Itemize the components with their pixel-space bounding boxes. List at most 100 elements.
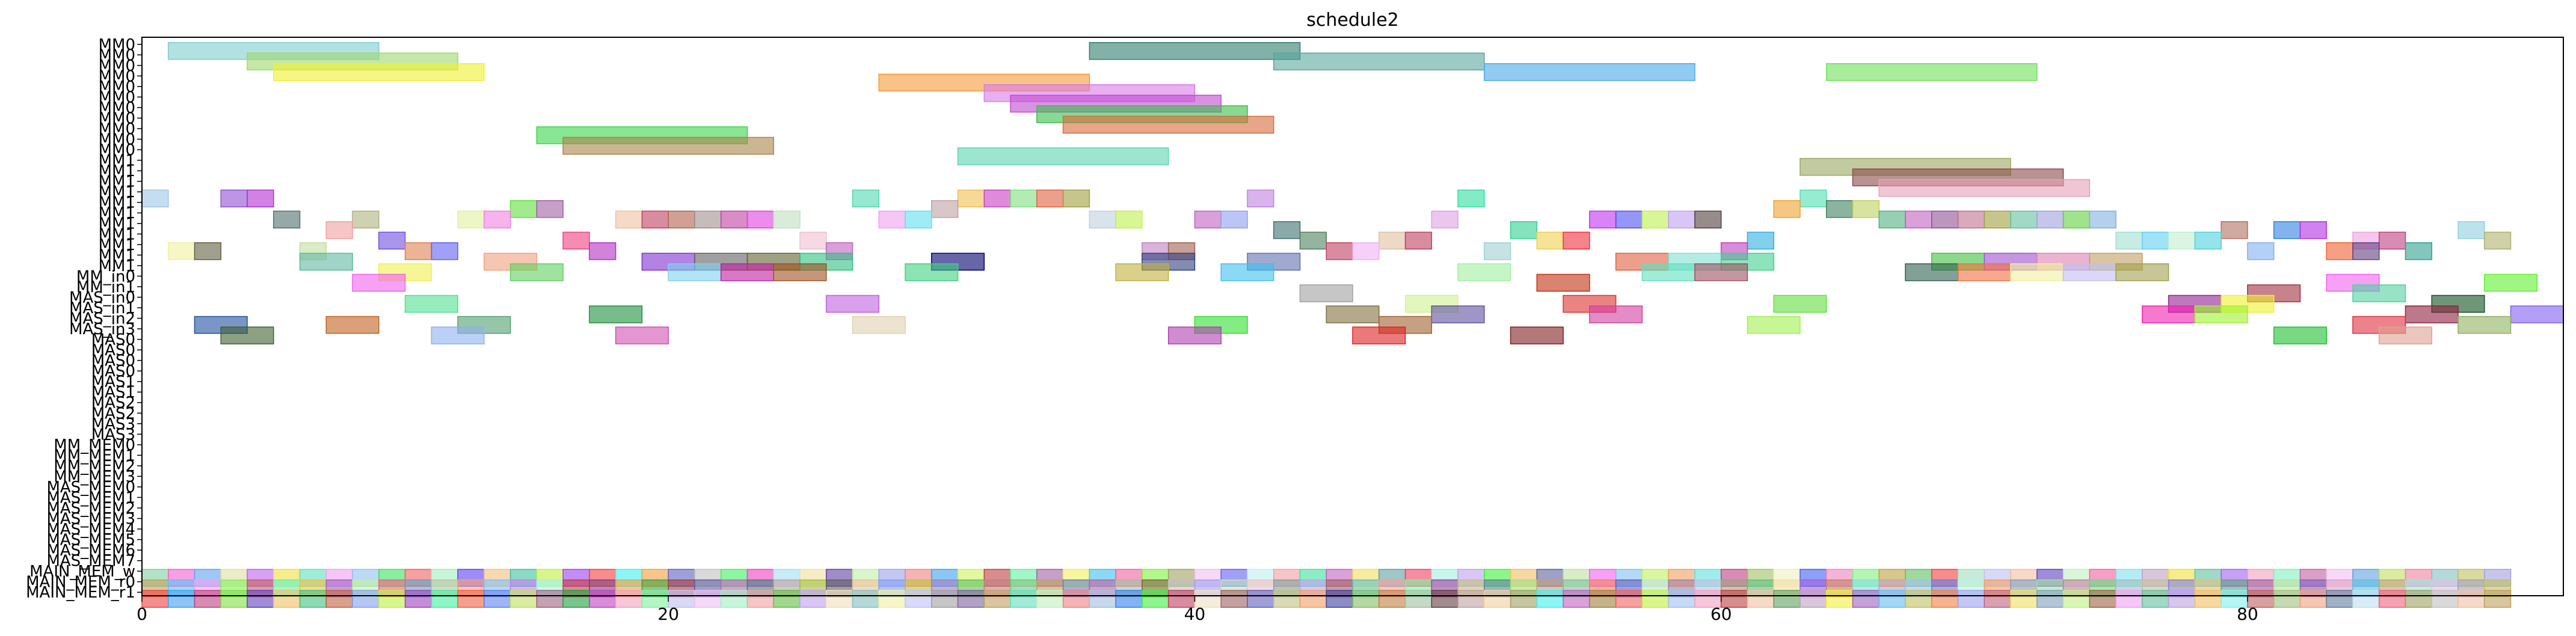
task-bar	[1352, 326, 1406, 344]
task-bar	[2115, 263, 2169, 281]
task-bar	[2194, 305, 2248, 323]
y-tick-label: MM0	[99, 57, 135, 75]
y-tick-label: MAS1	[91, 373, 135, 391]
task-bar	[957, 590, 985, 608]
task-bar	[299, 590, 327, 608]
task-bar	[352, 590, 380, 608]
task-bar	[378, 231, 406, 250]
task-bar	[1273, 52, 1485, 71]
task-bar	[2062, 210, 2091, 229]
task-bar	[2458, 590, 2485, 608]
task-bar	[1878, 210, 1906, 229]
task-bar	[1167, 590, 1196, 608]
task-bars	[141, 42, 2564, 608]
task-bar	[220, 326, 274, 344]
task-bar	[2352, 590, 2380, 608]
task-bar	[1142, 590, 1169, 608]
task-bar	[1641, 263, 1695, 281]
task-bar	[1825, 200, 1854, 218]
task-bar	[1589, 305, 1643, 323]
task-bar	[2168, 231, 2196, 250]
y-tick-label: MAS_in0	[69, 289, 135, 307]
y-tick-label: MAS_MEM2	[46, 500, 135, 518]
x-tick-label: 80	[2237, 604, 2258, 624]
task-bar	[273, 63, 485, 81]
task-bar	[668, 210, 695, 229]
y-tick-label: MAS3	[91, 415, 135, 433]
task-bar	[1878, 590, 1906, 608]
task-bar	[1773, 295, 1827, 313]
task-bar	[1089, 210, 1116, 229]
task-bar	[325, 316, 380, 334]
task-bar	[2405, 305, 2459, 323]
task-bar	[746, 210, 775, 229]
x-tick-label: 60	[1711, 604, 1732, 624]
task-bar	[1484, 242, 1511, 260]
task-bar	[2194, 590, 2222, 608]
task-bar	[1379, 231, 1406, 250]
task-bar	[1510, 326, 1564, 344]
y-tick-label: MM0	[99, 131, 135, 149]
task-bar	[194, 242, 222, 260]
task-bar	[1404, 231, 1433, 250]
y-tick-label: MAIN_MEM_r0	[26, 573, 135, 592]
task-bar	[247, 590, 274, 608]
task-bar	[2194, 231, 2222, 250]
y-tick-label: MAS0	[91, 331, 135, 349]
task-bar	[852, 189, 880, 207]
task-bar	[325, 590, 353, 608]
task-bar	[878, 210, 906, 229]
task-bar	[1326, 305, 1380, 323]
task-bar	[1536, 274, 1590, 292]
y-tick-label: MAS3	[91, 426, 135, 444]
y-tick-label: MM0	[99, 109, 135, 127]
task-bar	[799, 590, 827, 608]
task-bar	[1352, 590, 1380, 608]
task-bar	[2299, 590, 2327, 608]
task-bar	[1589, 590, 1617, 608]
task-bar	[1905, 263, 1959, 281]
y-tick-label: MM0	[99, 88, 135, 106]
task-bar	[1694, 590, 1722, 608]
task-bar	[1167, 326, 1222, 344]
task-bar	[378, 590, 406, 608]
task-bar	[589, 242, 616, 260]
task-bar	[1404, 590, 1433, 608]
task-bar	[2273, 326, 2327, 344]
task-bar	[1115, 210, 1143, 229]
task-bar	[1589, 210, 1617, 229]
task-bar	[2142, 231, 2169, 250]
task-bar	[905, 590, 932, 608]
y-tick-label: MAS_in2	[69, 310, 135, 328]
task-bar	[536, 590, 564, 608]
x-tick-label: 20	[657, 604, 679, 624]
task-bar	[2142, 305, 2196, 323]
task-bar	[1905, 210, 1932, 229]
task-bar	[694, 590, 722, 608]
task-bar	[720, 210, 748, 229]
task-bar	[457, 210, 485, 229]
task-bar	[1510, 221, 1538, 239]
task-bar	[694, 210, 722, 229]
task-bar	[457, 590, 485, 608]
task-bar	[1905, 590, 1932, 608]
task-bar	[2247, 242, 2275, 260]
y-tick-label: MM1	[99, 257, 135, 275]
task-bar	[2405, 590, 2432, 608]
task-bar	[931, 590, 959, 608]
y-tick-label: MAIN_MEM_r1	[26, 584, 135, 602]
task-bar	[2483, 590, 2512, 608]
task-bar	[1931, 210, 1959, 229]
y-tick-label: MAIN_MEM_w	[29, 563, 135, 581]
task-bar	[509, 200, 538, 218]
task-bar	[352, 210, 380, 229]
plot-frame	[141, 37, 2564, 596]
task-bar	[1431, 590, 1459, 608]
task-bar	[431, 590, 458, 608]
y-tick-label: MAS_MEM4	[46, 521, 135, 539]
y-tick-label: MAS_MEM7	[46, 552, 135, 570]
task-bar	[1773, 200, 1801, 218]
task-bar	[1062, 590, 1090, 608]
task-bar	[668, 590, 695, 608]
